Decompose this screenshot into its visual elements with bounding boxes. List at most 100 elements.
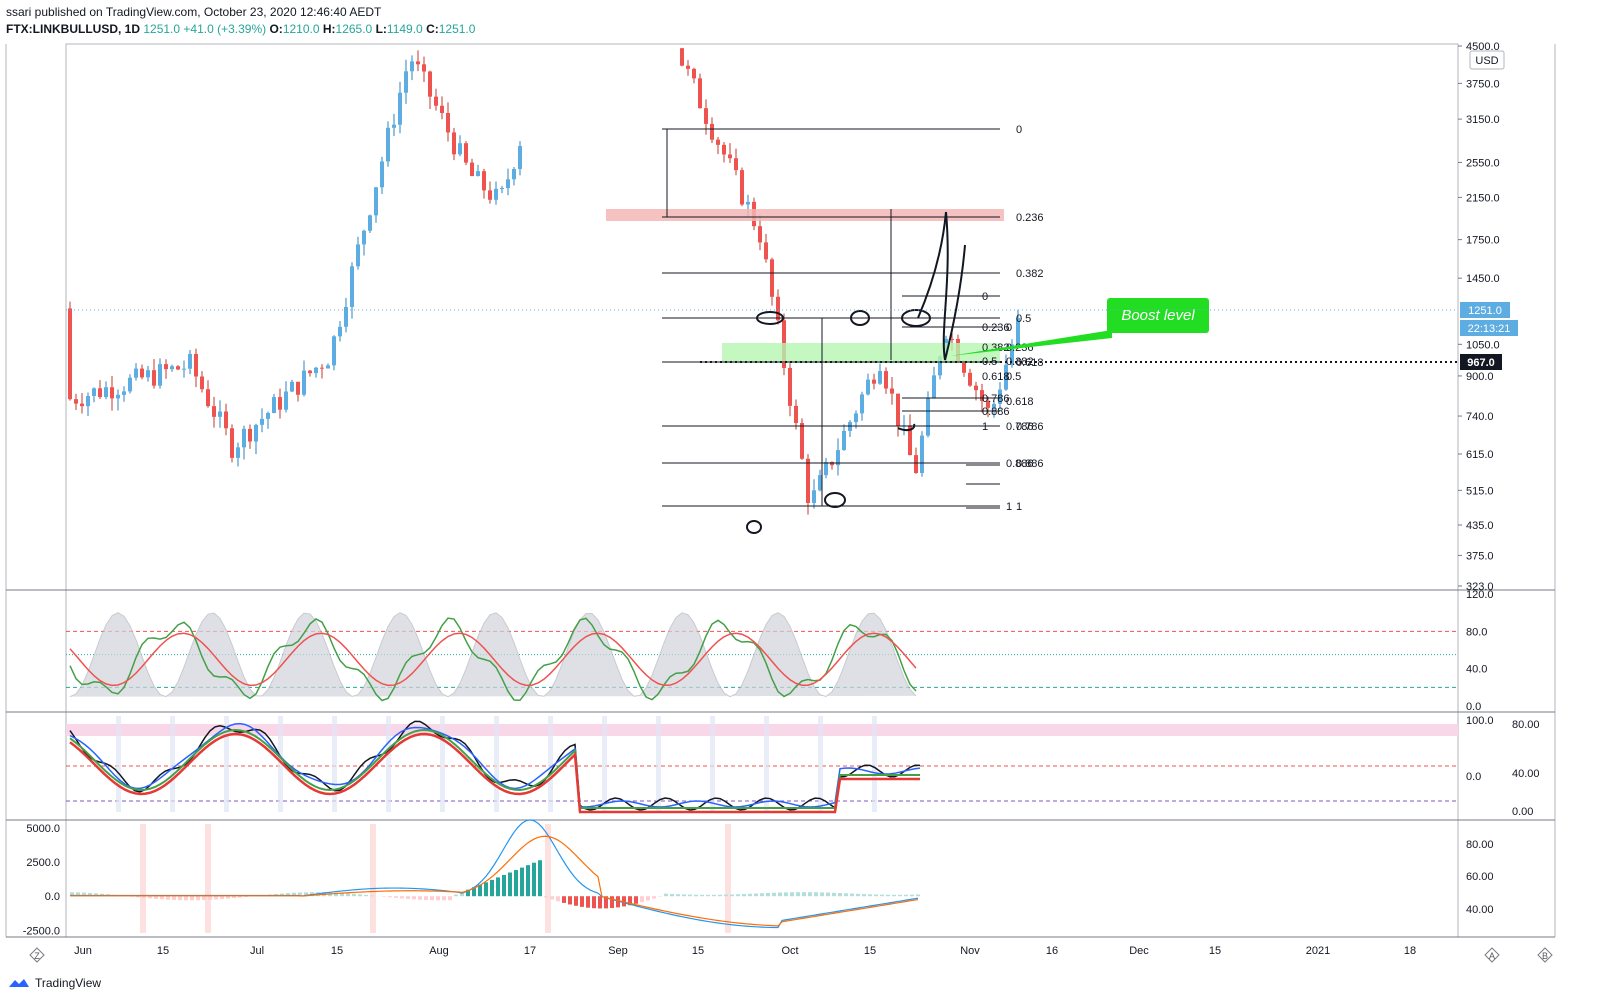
tradingview-logo[interactable]: TradingView <box>8 976 101 990</box>
countdown-tag-text: 22:13:21 <box>1468 323 1511 335</box>
macd-histogram-bar <box>436 896 440 901</box>
candle-body <box>290 381 294 392</box>
candle-body <box>740 170 744 205</box>
candle-body <box>338 326 342 337</box>
macd-histogram-bar <box>808 892 812 897</box>
candle-body <box>770 259 774 297</box>
macd-signal-bar <box>205 824 211 933</box>
macd-histogram-bar <box>478 884 482 897</box>
symbol-name[interactable]: FTX:LINKBULLUSD, 1D <box>6 22 140 36</box>
time-axis-label: Jul <box>250 945 264 957</box>
candle-body <box>764 242 768 260</box>
boost-callout-box[interactable] <box>1107 298 1209 333</box>
macd-histogram-bar <box>304 892 308 897</box>
boost-zone[interactable] <box>722 343 1000 363</box>
oscillator-pane-2[interactable] <box>66 716 1458 814</box>
osc2-signal-bar <box>494 716 499 812</box>
candle-body <box>812 490 816 503</box>
osc2-signal-bar <box>170 716 175 812</box>
candle-body <box>182 368 186 370</box>
resistance-zone[interactable] <box>606 209 1004 221</box>
macd-histogram-bar <box>298 892 302 897</box>
fib-large-label-0786: 0.786 <box>1016 421 1044 433</box>
osc2-signal-bar <box>656 716 661 812</box>
candle-body <box>806 458 810 503</box>
pivot-circle-1[interactable] <box>756 311 784 325</box>
pivot-circle-4[interactable] <box>824 492 846 508</box>
macd-histogram-bar <box>358 894 362 897</box>
macd-histogram-bar <box>148 896 152 899</box>
macd-histogram-bar <box>700 894 704 897</box>
fib-large-label-0: 0 <box>1016 124 1022 136</box>
macd-histogram-bar <box>820 892 824 897</box>
candle-body <box>914 455 918 474</box>
macd-pane[interactable] <box>70 819 920 933</box>
candle-body <box>932 375 936 399</box>
candle-body <box>860 394 864 414</box>
fib-mid-label-05: 0.5 <box>982 356 997 368</box>
projection-zigzag[interactable] <box>942 211 966 361</box>
candle-body <box>440 105 444 114</box>
projection-up-stroke[interactable] <box>917 211 947 319</box>
osc2-signal-bar <box>116 716 121 812</box>
low-label: L: <box>375 22 387 36</box>
osc2-signal-bar <box>548 716 553 812</box>
time-axis-label: Sep <box>608 945 628 957</box>
osc2-right-tick: 40.00 <box>1512 768 1540 780</box>
candle-body <box>278 397 282 410</box>
candle-body <box>704 108 708 124</box>
candle-body <box>362 230 366 245</box>
fib-small-label-0786: 0.786 <box>1006 421 1034 433</box>
fib-small-label-05: 0.5 <box>1006 371 1021 383</box>
fib-retracement-large[interactable]: 0 0.236 0.382 0.5 0.618 0.786 0.886 1 <box>662 124 1044 513</box>
macd-histogram-bar <box>82 892 86 897</box>
timezone-z-button[interactable]: Z <box>26 946 48 964</box>
stoch-rsi-pane[interactable] <box>66 612 1458 702</box>
macd-histogram-bar <box>706 894 710 897</box>
pivot-circle-6[interactable] <box>897 423 916 432</box>
macd-histogram-bar <box>610 896 614 909</box>
candle-body <box>404 71 408 93</box>
macd-histogram-bar <box>742 894 746 897</box>
pivot-circle-3[interactable] <box>901 309 931 327</box>
currency-badge[interactable] <box>1469 50 1505 70</box>
price-tick-label: 1450.0 <box>1466 273 1500 285</box>
candle-body <box>866 379 870 395</box>
time-axis[interactable]: Jun 15 Jul 15 Aug 17 Sep 15 Oct 15 Nov 16 Dec 15 2021 1… <box>74 945 1416 957</box>
candle-body <box>200 376 204 390</box>
macd-right-tick: 80.00 <box>1466 839 1494 851</box>
candle-body <box>104 387 108 398</box>
macd-histogram-bar <box>772 892 776 897</box>
fib-large-label-05: 0.5 <box>1016 313 1031 325</box>
macd-histogram-bar <box>166 896 170 900</box>
fib-large-label-1: 1 <box>1016 501 1022 513</box>
macd-left-tick: -2500.0 <box>23 925 60 937</box>
macd-histogram-bar <box>892 894 896 897</box>
macd-histogram-bar <box>346 893 350 897</box>
price-axis[interactable]: 4500.0 3750.0 3150.0 2550.0 2150.0 1750.0 1450… <box>1458 41 1500 593</box>
fib-small-label-0618: 0.618 <box>1006 396 1034 408</box>
candle-body <box>794 405 798 424</box>
macd-histogram-bar <box>532 862 536 897</box>
macd-histogram-bar <box>196 896 200 901</box>
macd-histogram-bar <box>712 894 716 897</box>
candle-body <box>344 306 348 327</box>
time-axis-label: 17 <box>524 945 536 957</box>
price-tick-label: 2550.0 <box>1466 157 1500 169</box>
pivot-circle-5[interactable] <box>746 520 762 534</box>
candle-body <box>896 393 900 426</box>
price-tick-label: 900.0 <box>1466 371 1494 383</box>
log-scale-button[interactable]: B <box>1534 946 1556 964</box>
candle-body <box>158 364 162 386</box>
fib-retracement-small[interactable]: 0 0.236 0.382 0.5 0.618 0.786 0.886 1 <box>966 322 1034 513</box>
auto-scale-button[interactable]: A <box>1481 946 1503 964</box>
candle-body <box>368 215 372 231</box>
tradingview-logo-icon <box>9 979 29 987</box>
candle-body <box>392 124 396 128</box>
macd-histogram-bar <box>334 892 338 897</box>
candle-body <box>710 123 714 140</box>
candle-body <box>980 390 984 401</box>
candle-body <box>74 399 78 404</box>
pivot-circle-2[interactable] <box>850 310 870 326</box>
